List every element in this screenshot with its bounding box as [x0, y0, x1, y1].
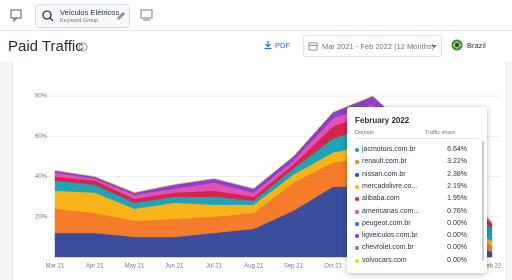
domain: renault.com.br: [362, 158, 407, 166]
tooltip-row: alibaba.com 1.95%: [355, 194, 477, 205]
y-tick-label: 40%: [35, 174, 48, 180]
legend-dot: [355, 246, 359, 251]
tooltip-title: February 2022: [355, 116, 410, 125]
domain: peugeot.com.br: [362, 219, 411, 227]
traffic-share: 0.00%: [447, 256, 467, 264]
traffic-share: 2.19%: [447, 182, 467, 190]
tooltip: February 2022 Domain Traffic share jacmo…: [347, 107, 487, 273]
x-tick-label: Apr 21: [86, 264, 104, 270]
domain: nissan.com.br: [362, 170, 406, 178]
edit-icon[interactable]: [116, 11, 126, 21]
x-tick-label: Feb 22: [483, 264, 502, 270]
group-name: Veículos Elétricos: [60, 8, 120, 17]
x-tick-label: Oct 21: [324, 264, 342, 270]
pdf-button[interactable]: PDF: [275, 41, 290, 50]
legend-dot: [355, 172, 359, 177]
date-range: Mar 2021 - Feb 2022 (12 Months): [322, 42, 435, 51]
domain: alibaba.com: [362, 195, 400, 203]
group-type: Keyword Group: [60, 18, 99, 24]
calendar-icon: [308, 42, 318, 51]
legend-dot: [355, 258, 359, 263]
legend-dot: [355, 197, 359, 202]
y-tick-label: 20%: [35, 214, 48, 220]
legend-dot: [355, 148, 359, 152]
download-icon[interactable]: [263, 40, 273, 50]
compare-icon[interactable]: [140, 8, 154, 22]
traffic-share: 0.00%: [447, 219, 467, 227]
traffic-share: 0.00%: [447, 232, 467, 240]
dropdown-arrow: [431, 45, 437, 48]
separator: [355, 138, 479, 139]
tooltip-row: mercadolivre.co... 2.19%: [355, 182, 477, 193]
x-tick-label: Aug 21: [244, 264, 264, 270]
y-tick-label: 80%: [35, 94, 48, 100]
legend-dot: [355, 184, 359, 189]
tooltip-row: volvocars.com 0.00%: [355, 256, 477, 267]
y-tick-label: 60%: [35, 134, 48, 140]
traffic-share: 2.38%: [447, 170, 467, 178]
domain: mercadolivre.co...: [362, 182, 418, 190]
domain: ligveiculos.com.br: [362, 232, 418, 240]
domain: volvocars.com: [362, 256, 407, 264]
tooltip-row: nissan.com.br 2.38%: [355, 170, 477, 181]
area: [54, 95, 493, 223]
date-selector[interactable]: Mar 2021 - Feb 2022 (12 Months): [303, 35, 442, 57]
top-bar: Veículos Elétricos Keyword Group: [0, 0, 512, 31]
page-title: Paid Traffic: [8, 38, 83, 55]
traffic-share: 0.76%: [447, 207, 467, 215]
x-tick-label: Mar 21: [46, 264, 65, 270]
x-tick-label: Jul 21: [206, 264, 223, 270]
x-tick-label: Jun 21: [165, 264, 184, 270]
domain: americanas.com...: [362, 207, 420, 215]
legend-dot: [355, 221, 359, 226]
x-tick-label: May 21: [125, 264, 145, 270]
legend-dot: [355, 160, 359, 165]
legend-dot: [355, 234, 359, 239]
brazil-flag: [451, 39, 463, 51]
domain: chevrolet.com.br: [362, 244, 414, 252]
tooltip-row: peugeot.com.br 0.00%: [355, 219, 477, 230]
tooltip-header: Traffic share: [425, 130, 456, 136]
traffic-share: 6.64%: [447, 146, 467, 153]
tooltip-row: ligveiculos.com.br 0.00%: [355, 231, 477, 242]
group-icon: [42, 10, 54, 22]
scrollbar[interactable]: [482, 141, 484, 261]
tooltip-row: americanas.com... 0.76%: [355, 207, 477, 218]
traffic-share: 0.00%: [447, 244, 467, 252]
keyword-group-tag[interactable]: Veículos Elétricos Keyword Group: [35, 4, 130, 28]
tooltip-header: Domain: [355, 130, 374, 136]
tooltip-row: jacmotors.com.br 6.64%: [355, 145, 477, 156]
x-tick-label: Sep 21: [284, 264, 304, 270]
country-selector[interactable]: Brazil: [467, 41, 486, 50]
traffic-share: 3.22%: [447, 158, 467, 166]
back-icon[interactable]: [10, 8, 24, 22]
info-icon[interactable]: [78, 42, 88, 52]
traffic-share: 1.95%: [447, 195, 467, 203]
tooltip-row: chevrolet.com.br 0.00%: [355, 243, 477, 254]
legend-dot: [355, 209, 359, 214]
tooltip-row: renault.com.br 3.22%: [355, 157, 477, 168]
domain: jacmotors.com.br: [362, 146, 416, 153]
